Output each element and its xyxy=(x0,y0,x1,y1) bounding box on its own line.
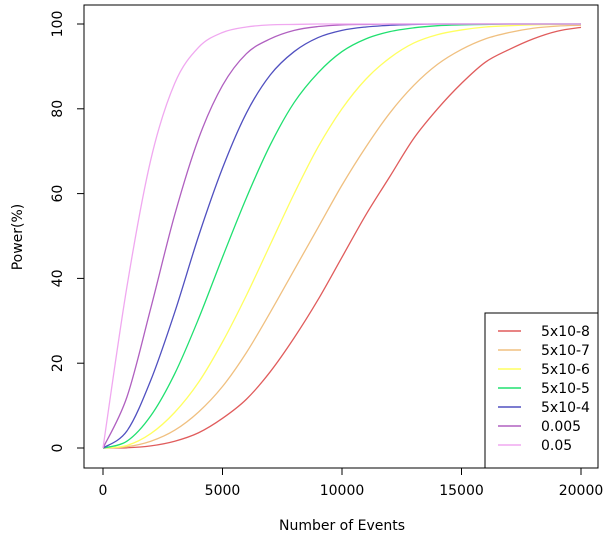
series-line-5x10-7 xyxy=(102,24,582,449)
series-line-0.05 xyxy=(102,23,581,449)
legend-label: 0.005 xyxy=(541,419,581,435)
legend-label: 0.05 xyxy=(541,438,572,454)
y-axis-title: Power(%) xyxy=(10,204,26,271)
y-tick-label: 100 xyxy=(50,11,66,38)
y-axis: 0 20 40 60 80 100 xyxy=(50,11,85,453)
y-tick-label: 40 xyxy=(50,269,66,287)
legend-label: 5x10-4 xyxy=(541,400,590,416)
legend-box xyxy=(484,312,599,469)
series-line-5x10-6 xyxy=(102,23,582,449)
y-tick-label: 60 xyxy=(50,185,66,203)
series-line-5x10-8 xyxy=(102,26,582,449)
x-tick-label: 0 xyxy=(99,483,108,499)
legend-label: 5x10-5 xyxy=(541,381,590,397)
x-tick-label: 10000 xyxy=(320,483,365,499)
x-tick-label: 15000 xyxy=(439,483,484,499)
series-lines xyxy=(102,23,582,449)
legend-label: 5x10-6 xyxy=(541,362,590,378)
legend-label: 5x10-8 xyxy=(541,324,590,340)
legend-label: 5x10-7 xyxy=(541,343,590,359)
x-tick-label: 5000 xyxy=(205,483,241,499)
y-tick-label: 80 xyxy=(50,100,66,118)
x-axis: 0 5000 10000 15000 20000 xyxy=(99,467,604,499)
x-axis-title: Number of Events xyxy=(279,518,405,534)
legend: 5x10-8 5x10-7 5x10-6 5x10-5 5x10-4 0.005 0.05 xyxy=(484,312,599,469)
x-tick-label: 20000 xyxy=(559,483,604,499)
y-tick-label: 0 xyxy=(50,444,66,453)
y-tick-label: 20 xyxy=(50,354,66,372)
